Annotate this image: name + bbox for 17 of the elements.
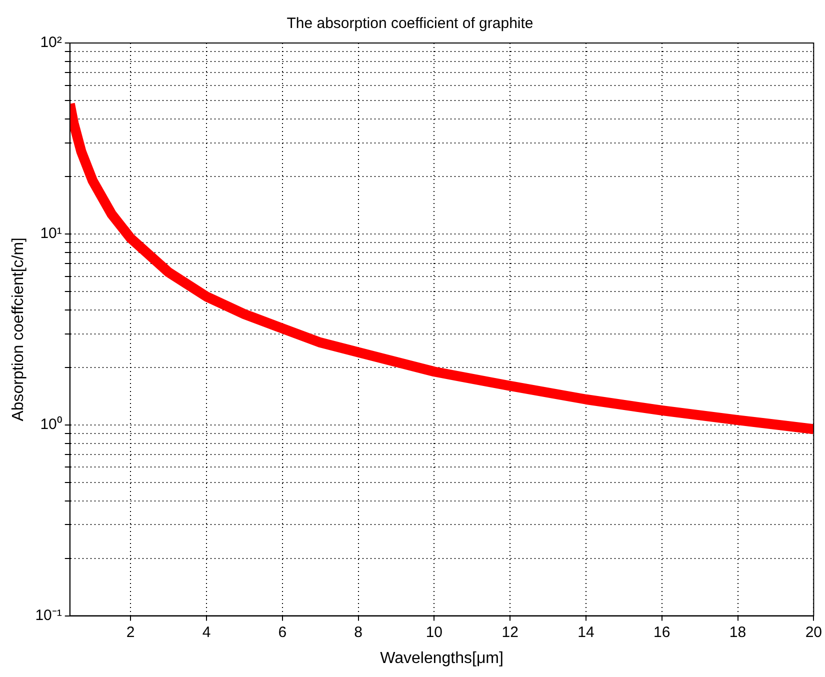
x-tick-label: 14 [578, 624, 594, 641]
x-tick-label: 2 [126, 624, 135, 641]
x-axis-title: Wavelengths[μm] [380, 650, 504, 667]
y-tick-label: 10⁰ [40, 416, 62, 434]
chart-title: The absorption coefficient of graphite [286, 15, 534, 32]
x-tick-label: 20 [805, 624, 822, 641]
x-tick-label: 10 [426, 624, 443, 641]
y-tick-label: 10² [40, 34, 62, 52]
y-tick-label: 10¹ [40, 225, 62, 242]
x-tick-label: 6 [278, 624, 287, 641]
x-tick-label: 18 [729, 624, 746, 641]
x-tick-label: 16 [654, 624, 670, 641]
x-tick-label: 12 [502, 624, 518, 641]
x-tick-label: 4 [202, 624, 211, 641]
x-tick-label: 8 [354, 624, 362, 641]
y-tick-label: 10⁻¹ [35, 606, 62, 624]
y-axis-title: Absorption coeffcient[c/m] [10, 238, 28, 422]
